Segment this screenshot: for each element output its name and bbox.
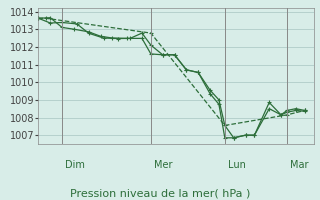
Text: Dim: Dim [65, 160, 85, 170]
Text: Mer: Mer [154, 160, 172, 170]
Text: Mar: Mar [290, 160, 309, 170]
Text: Pression niveau de la mer( hPa ): Pression niveau de la mer( hPa ) [70, 188, 250, 198]
Text: Lun: Lun [228, 160, 246, 170]
